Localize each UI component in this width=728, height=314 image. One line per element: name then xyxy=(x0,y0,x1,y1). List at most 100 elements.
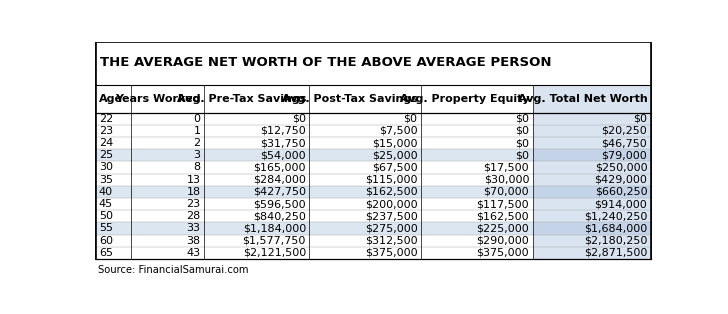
Text: $46,750: $46,750 xyxy=(601,138,647,148)
Text: $117,500: $117,500 xyxy=(477,199,529,209)
Bar xyxy=(95,186,533,198)
Text: $30,000: $30,000 xyxy=(483,175,529,185)
Text: $162,500: $162,500 xyxy=(365,187,418,197)
Text: $596,500: $596,500 xyxy=(253,199,306,209)
Text: 28: 28 xyxy=(186,211,201,221)
Text: $1,240,250: $1,240,250 xyxy=(584,211,647,221)
Text: 30: 30 xyxy=(99,162,113,172)
Text: $429,000: $429,000 xyxy=(595,175,647,185)
Bar xyxy=(533,235,651,247)
Text: $165,000: $165,000 xyxy=(253,162,306,172)
Text: $31,750: $31,750 xyxy=(261,138,306,148)
Bar xyxy=(95,235,533,247)
Text: $284,000: $284,000 xyxy=(253,175,306,185)
Bar xyxy=(95,113,533,125)
Text: $375,000: $375,000 xyxy=(477,248,529,258)
Text: $0: $0 xyxy=(292,114,306,124)
Text: Source: FinancialSamurai.com: Source: FinancialSamurai.com xyxy=(98,265,248,275)
Text: 65: 65 xyxy=(99,248,113,258)
Text: $115,000: $115,000 xyxy=(365,175,418,185)
Text: Avg. Pre-Tax Savings: Avg. Pre-Tax Savings xyxy=(176,94,306,104)
Text: $275,000: $275,000 xyxy=(365,224,418,233)
Bar xyxy=(533,125,651,137)
Text: $237,500: $237,500 xyxy=(365,211,418,221)
Text: $15,000: $15,000 xyxy=(372,138,418,148)
Text: $79,000: $79,000 xyxy=(601,150,647,160)
Text: 55: 55 xyxy=(99,224,113,233)
Text: $0: $0 xyxy=(515,114,529,124)
Text: $70,000: $70,000 xyxy=(483,187,529,197)
Bar xyxy=(95,137,533,149)
Text: $54,000: $54,000 xyxy=(261,150,306,160)
Text: $290,000: $290,000 xyxy=(477,236,529,246)
Text: $0: $0 xyxy=(515,126,529,136)
Text: $1,577,750: $1,577,750 xyxy=(242,236,306,246)
Text: 23: 23 xyxy=(186,199,201,209)
Text: 38: 38 xyxy=(186,236,201,246)
Bar xyxy=(95,198,533,210)
Bar xyxy=(533,198,651,210)
Text: $25,000: $25,000 xyxy=(372,150,418,160)
Text: $0: $0 xyxy=(515,138,529,148)
Text: 50: 50 xyxy=(99,211,113,221)
Text: 18: 18 xyxy=(186,187,201,197)
Text: $660,250: $660,250 xyxy=(595,187,647,197)
Bar xyxy=(533,174,651,186)
Text: 3: 3 xyxy=(194,150,201,160)
Bar xyxy=(95,149,533,161)
Text: $7,500: $7,500 xyxy=(379,126,418,136)
Bar xyxy=(533,222,651,235)
Text: Years Worked: Years Worked xyxy=(115,94,201,104)
Text: 60: 60 xyxy=(99,236,113,246)
Bar xyxy=(95,247,533,259)
Bar xyxy=(95,174,533,186)
Text: Avg. Post-Tax Savings: Avg. Post-Tax Savings xyxy=(282,94,418,104)
Text: 22: 22 xyxy=(99,114,113,124)
Bar xyxy=(95,210,533,222)
Text: $0: $0 xyxy=(515,150,529,160)
Text: $200,000: $200,000 xyxy=(365,199,418,209)
Text: 1: 1 xyxy=(194,126,201,136)
Text: $67,500: $67,500 xyxy=(372,162,418,172)
Text: 40: 40 xyxy=(99,187,113,197)
Text: $20,250: $20,250 xyxy=(601,126,647,136)
Bar xyxy=(533,113,651,125)
Text: 13: 13 xyxy=(186,175,201,185)
Text: $427,750: $427,750 xyxy=(253,187,306,197)
Text: $0: $0 xyxy=(633,114,647,124)
Text: $12,750: $12,750 xyxy=(260,126,306,136)
Text: $1,184,000: $1,184,000 xyxy=(242,224,306,233)
Text: $162,500: $162,500 xyxy=(477,211,529,221)
Text: $914,000: $914,000 xyxy=(595,199,647,209)
Text: 35: 35 xyxy=(99,175,113,185)
Bar xyxy=(533,161,651,174)
Bar xyxy=(533,137,651,149)
Text: 8: 8 xyxy=(194,162,201,172)
Text: 43: 43 xyxy=(186,248,201,258)
Bar xyxy=(95,222,533,235)
Bar xyxy=(95,125,533,137)
Bar xyxy=(95,161,533,174)
Text: $2,871,500: $2,871,500 xyxy=(584,248,647,258)
Text: Age: Age xyxy=(99,94,123,104)
Bar xyxy=(533,149,651,161)
Text: $2,121,500: $2,121,500 xyxy=(242,248,306,258)
Text: 25: 25 xyxy=(99,150,113,160)
Text: 33: 33 xyxy=(186,224,201,233)
Text: $840,250: $840,250 xyxy=(253,211,306,221)
Bar xyxy=(533,210,651,222)
Text: 45: 45 xyxy=(99,199,113,209)
Text: $17,500: $17,500 xyxy=(483,162,529,172)
Text: $2,180,250: $2,180,250 xyxy=(584,236,647,246)
Text: Avg. Property Equity: Avg. Property Equity xyxy=(400,94,529,104)
Text: $312,500: $312,500 xyxy=(365,236,418,246)
Text: THE AVERAGE NET WORTH OF THE ABOVE AVERAGE PERSON: THE AVERAGE NET WORTH OF THE ABOVE AVERA… xyxy=(100,56,552,69)
Text: $375,000: $375,000 xyxy=(365,248,418,258)
Text: 2: 2 xyxy=(194,138,201,148)
Text: $1,684,000: $1,684,000 xyxy=(584,224,647,233)
Text: Avg. Total Net Worth: Avg. Total Net Worth xyxy=(518,94,647,104)
Text: $0: $0 xyxy=(403,114,418,124)
Bar xyxy=(533,247,651,259)
Text: $225,000: $225,000 xyxy=(477,224,529,233)
Text: 24: 24 xyxy=(99,138,113,148)
